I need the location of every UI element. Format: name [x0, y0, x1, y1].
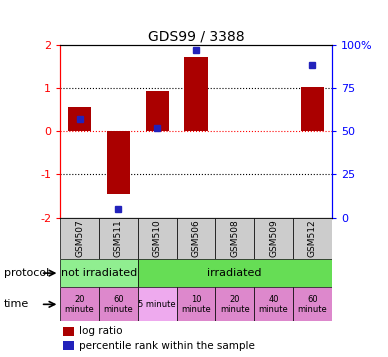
Text: 20
minute: 20 minute — [220, 295, 249, 314]
FancyBboxPatch shape — [99, 287, 138, 321]
Text: GSM510: GSM510 — [152, 220, 162, 257]
FancyBboxPatch shape — [138, 287, 177, 321]
Text: GSM511: GSM511 — [114, 220, 123, 257]
Text: log ratio: log ratio — [79, 326, 123, 336]
FancyBboxPatch shape — [293, 287, 332, 321]
Title: GDS99 / 3388: GDS99 / 3388 — [147, 30, 244, 44]
Text: 60
minute: 60 minute — [298, 295, 327, 314]
Text: 5 minute: 5 minute — [139, 300, 176, 309]
Text: percentile rank within the sample: percentile rank within the sample — [79, 341, 255, 351]
Text: GSM508: GSM508 — [230, 220, 239, 257]
Bar — [63, 341, 74, 351]
Text: irradiated: irradiated — [208, 268, 262, 278]
Text: 10
minute: 10 minute — [181, 295, 211, 314]
FancyBboxPatch shape — [177, 218, 215, 259]
Bar — [68, 107, 91, 131]
Text: time: time — [4, 299, 29, 310]
Bar — [184, 57, 208, 131]
FancyBboxPatch shape — [254, 218, 293, 259]
Text: GSM509: GSM509 — [269, 220, 278, 257]
FancyBboxPatch shape — [177, 287, 215, 321]
FancyBboxPatch shape — [60, 218, 99, 259]
Bar — [301, 87, 324, 131]
FancyBboxPatch shape — [215, 287, 254, 321]
Bar — [63, 327, 74, 336]
Text: 40
minute: 40 minute — [259, 295, 288, 314]
FancyBboxPatch shape — [215, 218, 254, 259]
FancyBboxPatch shape — [60, 259, 138, 287]
FancyBboxPatch shape — [60, 287, 99, 321]
Bar — [146, 91, 169, 131]
Text: GSM506: GSM506 — [191, 220, 201, 257]
Text: GSM507: GSM507 — [75, 220, 84, 257]
Text: GSM512: GSM512 — [308, 220, 317, 257]
FancyBboxPatch shape — [293, 218, 332, 259]
FancyBboxPatch shape — [138, 218, 177, 259]
Text: 60
minute: 60 minute — [104, 295, 133, 314]
FancyBboxPatch shape — [254, 287, 293, 321]
Text: 20
minute: 20 minute — [65, 295, 94, 314]
Text: protocol: protocol — [4, 268, 49, 278]
Bar — [107, 131, 130, 194]
FancyBboxPatch shape — [138, 259, 332, 287]
FancyBboxPatch shape — [99, 218, 138, 259]
Text: not irradiated: not irradiated — [61, 268, 137, 278]
